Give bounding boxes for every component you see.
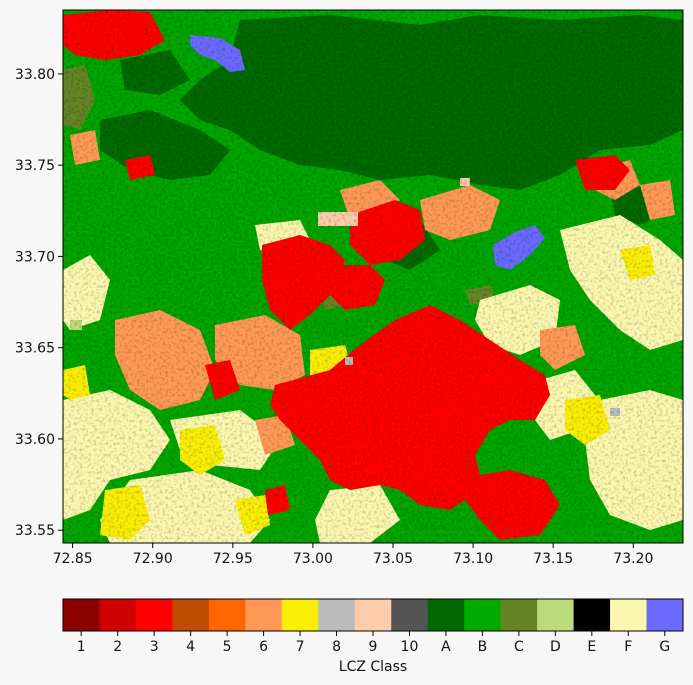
colorbar-tick-label: 1 — [77, 639, 86, 655]
colorbar-tick-label: 9 — [369, 639, 378, 655]
y-tick-label: 33.60 — [15, 432, 55, 448]
x-tick-label: 72.95 — [213, 551, 253, 567]
colorbar-tick-label: 4 — [186, 639, 195, 655]
colorbar-swatch-9 — [354, 599, 392, 631]
colorbar-swatch-a — [427, 599, 465, 631]
texture-overlay — [63, 10, 683, 543]
colorbar: 1 2 3 4 5 6 7 8 9 10 A B C D E F G — [62, 598, 684, 655]
colorbar-swatch-7 — [281, 599, 319, 631]
y-tick-label: 33.70 — [15, 249, 55, 265]
colorbar-tick-label: 10 — [401, 639, 419, 655]
colorbar-swatch-g — [646, 599, 684, 631]
colorbar-tick-label: G — [659, 639, 670, 655]
colorbar-swatch-3 — [135, 599, 173, 631]
colorbar-tick-label: E — [587, 639, 596, 655]
colorbar-swatch-e — [573, 599, 611, 631]
y-tick-label: 33.65 — [15, 341, 55, 357]
colorbar-swatch-6 — [245, 599, 283, 631]
x-tick-label: 72.85 — [53, 551, 93, 567]
colorbar-swatch-8 — [318, 599, 356, 631]
x-tick-label: 73.05 — [373, 551, 413, 567]
x-tick-label: 72.90 — [133, 551, 173, 567]
colorbar-swatch-f — [610, 599, 647, 631]
y-tick-label: 33.80 — [15, 67, 55, 83]
colorbar-label: LCZ Class — [339, 659, 407, 675]
colorbar-tick-label: 2 — [113, 639, 122, 655]
map-frame — [62, 9, 684, 544]
colorbar-swatch-2 — [99, 599, 137, 631]
x-tick-label: 73.15 — [533, 551, 573, 567]
colorbar-swatch-c — [500, 599, 538, 631]
colorbar-tick-label: F — [624, 639, 632, 655]
y-tick-label: 33.75 — [15, 158, 55, 174]
colorbar-swatch-d — [537, 599, 574, 631]
colorbar-swatch-1 — [63, 599, 100, 631]
x-tick-label: 73.20 — [613, 551, 653, 567]
colorbar-tick-label: B — [478, 639, 488, 655]
colorbar-tick-label: C — [514, 639, 524, 655]
x-axis: 72.85 72.90 72.95 73.00 73.05 73.10 73.15 73.20 — [53, 543, 653, 567]
colorbar-tick-label: A — [441, 639, 451, 655]
colorbar-tick-label: 8 — [332, 639, 341, 655]
colorbar-swatch-4 — [172, 599, 210, 631]
colorbar-tick-label: 3 — [150, 639, 159, 655]
colorbar-swatch-5 — [208, 599, 246, 631]
x-tick-label: 73.10 — [453, 551, 493, 567]
colorbar-swatch-b — [464, 599, 502, 631]
colorbar-tick-label: 5 — [223, 639, 232, 655]
x-tick-label: 73.00 — [293, 551, 333, 567]
colorbar-swatch-10 — [391, 599, 429, 631]
colorbar-tick-label: 7 — [296, 639, 305, 655]
y-tick-label: 33.55 — [15, 523, 55, 539]
lcz-map — [63, 10, 683, 543]
y-axis: 33.80 33.75 33.70 33.65 33.60 33.55 — [15, 67, 63, 539]
colorbar-tick-label: D — [550, 639, 561, 655]
colorbar-tick-label: 6 — [259, 639, 268, 655]
